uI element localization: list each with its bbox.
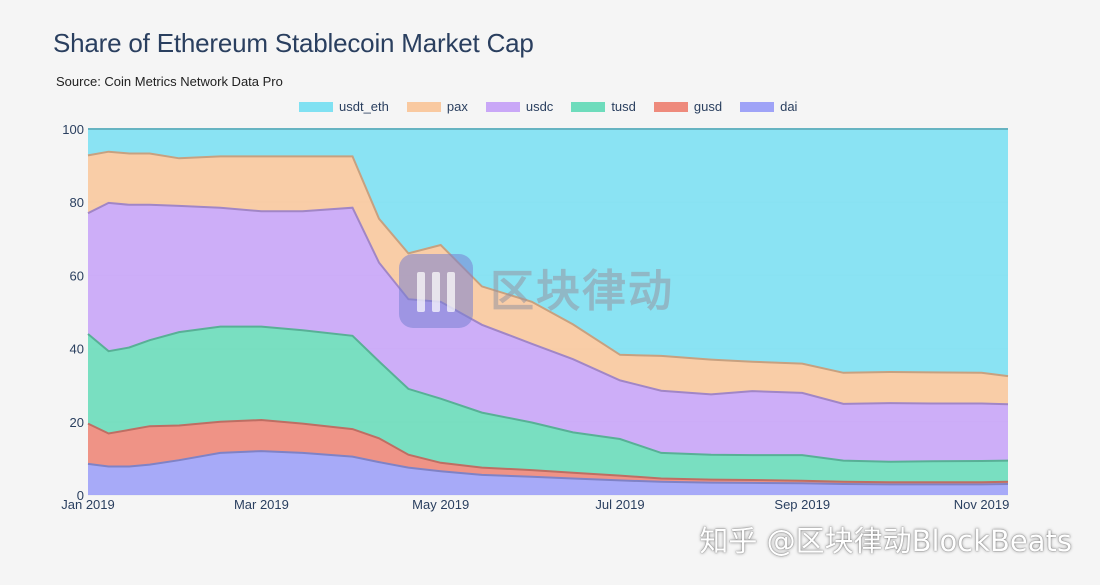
legend-label: usdc [525, 99, 554, 114]
area-usdt_eth [88, 129, 1008, 377]
line-gusd [87, 418, 1009, 484]
line-usdc [87, 201, 1009, 406]
y-tick-label: 60 [70, 268, 84, 283]
series-areas [88, 129, 1008, 495]
chart-subtitle: Source: Coin Metrics Network Data Pro [56, 74, 283, 89]
legend-item-dai[interactable]: dai [740, 99, 797, 114]
chart-title: Share of Ethereum Stablecoin Market Cap [53, 28, 534, 58]
area-gusd [88, 420, 1008, 485]
legend-label: dai [780, 99, 798, 114]
line-dai [87, 450, 1009, 486]
legend-swatch [571, 101, 606, 112]
watermark-logo-icon [399, 254, 473, 328]
legend-item-usdt_eth[interactable]: usdt_eth [299, 99, 389, 114]
legend-swatch [653, 101, 688, 112]
watermark-text: 区块律动 [490, 266, 674, 317]
y-tick-label: 20 [70, 415, 84, 430]
y-tick-label: 80 [70, 195, 84, 210]
watermark-credit: 知乎 @区块律动BlockBeats [699, 524, 1072, 558]
x-axis: Jan 2019 Mar 2019 May 2019 Jul 2019 Sep 2019… [61, 497, 1009, 512]
area-pax [88, 151, 1008, 405]
x-tick-label: Nov 2019 [954, 497, 1010, 512]
legend-item-gusd[interactable]: gusd [653, 99, 723, 114]
area-tusd [88, 326, 1008, 483]
x-tick-label: Mar 2019 [234, 497, 289, 512]
legend-item-tusd[interactable]: tusd [571, 99, 636, 114]
line-tusd [87, 325, 1009, 463]
legend-label: tusd [611, 99, 636, 114]
legend-swatch [740, 101, 775, 112]
x-tick-label: Jan 2019 [61, 497, 115, 512]
y-tick-label: 0 [77, 488, 84, 503]
legend-label: usdt_eth [339, 99, 389, 114]
legend: usdt_eth pax usdc tusd gusd dai [299, 99, 815, 114]
x-tick-label: Jul 2019 [595, 497, 644, 512]
legend-label: gusd [693, 99, 723, 114]
y-axis: 0 20 40 60 80 100 [62, 122, 84, 503]
line-pax [87, 150, 1009, 378]
area-usdc [88, 202, 1008, 462]
series-lines [87, 128, 1009, 486]
y-tick-label: 100 [62, 122, 84, 137]
x-tick-label: May 2019 [412, 497, 469, 512]
legend-label: pax [446, 99, 468, 114]
legend-swatch [299, 101, 333, 112]
legend-swatch [485, 101, 520, 112]
y-tick-label: 40 [70, 342, 84, 357]
legend-item-pax[interactable]: pax [406, 99, 468, 114]
legend-swatch [406, 101, 441, 112]
x-tick-label: Sep 2019 [774, 497, 830, 512]
legend-item-usdc[interactable]: usdc [485, 99, 554, 114]
